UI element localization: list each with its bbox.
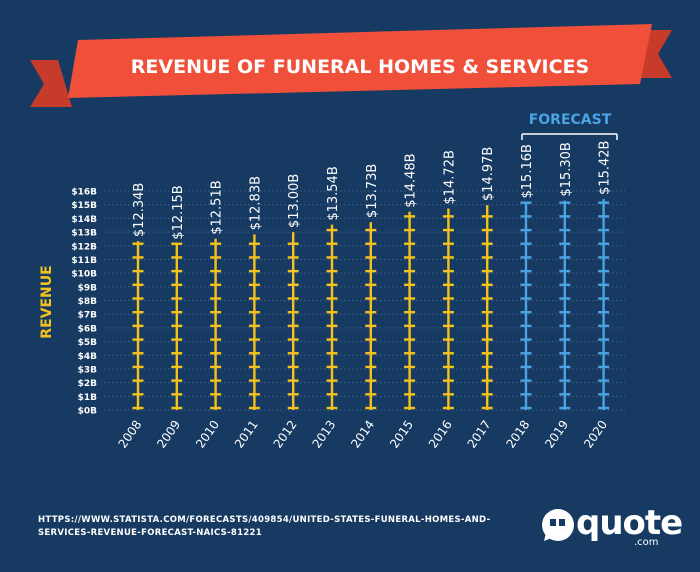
data-label: $15.30B	[559, 142, 574, 196]
source-citation: HTTPS://WWW.STATISTA.COM/FORECASTS/40985…	[38, 514, 518, 540]
y-tick-label: $12B	[71, 242, 97, 252]
banner-left-fold	[30, 60, 72, 107]
data-label: $15.16B	[520, 144, 535, 198]
quote-bubble-icon	[542, 509, 574, 541]
x-tick-label: 2020	[581, 418, 610, 451]
y-tick-label: $7B	[78, 311, 98, 321]
x-tick-label: 2015	[387, 418, 416, 451]
y-tick-label: $13B	[71, 229, 97, 239]
y-tick-label: $5B	[78, 338, 98, 348]
y-tick-label: $1B	[78, 393, 98, 403]
x-tick-label: 2017	[465, 418, 494, 451]
logo-wordmark: quote	[576, 503, 683, 543]
y-tick-label: $9B	[78, 283, 98, 293]
bar: $15.42B	[598, 141, 613, 410]
x-tick-label: 2019	[542, 418, 571, 451]
y-axis-label: REVENUE	[39, 265, 55, 338]
y-tick-label: $16B	[71, 188, 97, 198]
y-tick-label: $3B	[78, 365, 98, 375]
y-tick-label: $15B	[71, 201, 97, 211]
y-tick-label: $10B	[71, 270, 97, 280]
bar: $13.73B	[365, 164, 380, 410]
x-tick-label: 2014	[348, 418, 377, 451]
title-banner: REVENUE OF FUNERAL HOMES & SERVICES	[30, 24, 672, 107]
x-tick-label: 2008	[115, 418, 144, 451]
bar: $12.15B	[171, 185, 186, 410]
bar: $14.48B	[404, 153, 419, 410]
forecast-marker: FORECAST	[521, 112, 618, 140]
bar: $14.72B	[442, 150, 457, 410]
x-tick-label: 2018	[503, 418, 532, 451]
bar: $13.00B	[287, 174, 302, 410]
bar: $13.54B	[326, 166, 341, 410]
y-tick-label: $0B	[78, 407, 98, 417]
data-label: $14.72B	[442, 150, 457, 204]
bar: $15.16B	[520, 144, 535, 410]
bar-series: $12.34B $12.15B $12.51B $12.83B $13.00B $13.5…	[132, 141, 613, 410]
quote-logo: quote .com	[540, 503, 683, 553]
y-tick-label: $11B	[71, 256, 97, 266]
x-tick-label: 2013	[309, 418, 338, 451]
data-label: $12.15B	[171, 185, 186, 239]
data-label: $14.97B	[481, 147, 496, 201]
logo-domain: .com	[634, 537, 659, 548]
data-label: $12.83B	[248, 176, 263, 230]
bar: $15.30B	[559, 142, 574, 410]
bar: $12.51B	[210, 180, 225, 410]
gridlines	[104, 190, 625, 411]
y-tick-label: $2B	[78, 379, 98, 389]
y-tick-label: $4B	[78, 352, 98, 362]
data-label: $15.42B	[598, 141, 613, 195]
y-tick-label: $14B	[71, 215, 97, 225]
x-tick-label: 2011	[232, 418, 261, 451]
y-axis-ticks: $0B $1B $2B $3B $4B $5B $6B $7B $8B $9B $10B $11B $1…	[71, 188, 97, 417]
x-tick-label: 2016	[426, 418, 455, 451]
chart-title: REVENUE OF FUNERAL HOMES & SERVICES	[131, 56, 589, 78]
y-tick-label: $6B	[78, 324, 98, 334]
x-tick-label: 2010	[193, 418, 222, 451]
data-label: $12.34B	[132, 183, 147, 237]
source-line: HTTPS://WWW.STATISTA.COM/FORECASTS/40985…	[38, 515, 491, 525]
x-tick-label: 2009	[154, 418, 183, 451]
source-line: SERVICES-REVENUE-FORECAST-NAICS-81221	[38, 528, 262, 538]
forecast-label: FORECAST	[529, 112, 612, 128]
x-tick-label: 2012	[271, 418, 300, 451]
data-label: $14.48B	[404, 153, 419, 207]
data-label: $13.54B	[326, 166, 341, 220]
data-label: $13.00B	[287, 174, 302, 228]
y-tick-label: $8B	[78, 297, 98, 307]
bar: $12.83B	[248, 176, 263, 410]
bar: $14.97B	[481, 147, 496, 410]
data-label: $12.51B	[210, 180, 225, 234]
banner-ribbon	[68, 24, 652, 98]
data-label: $13.73B	[365, 164, 380, 218]
x-axis-ticks: 2008 2009 2010 2011 2012 2013 2014 2015 2016 2017…	[115, 418, 610, 451]
bar: $12.34B	[132, 183, 147, 410]
